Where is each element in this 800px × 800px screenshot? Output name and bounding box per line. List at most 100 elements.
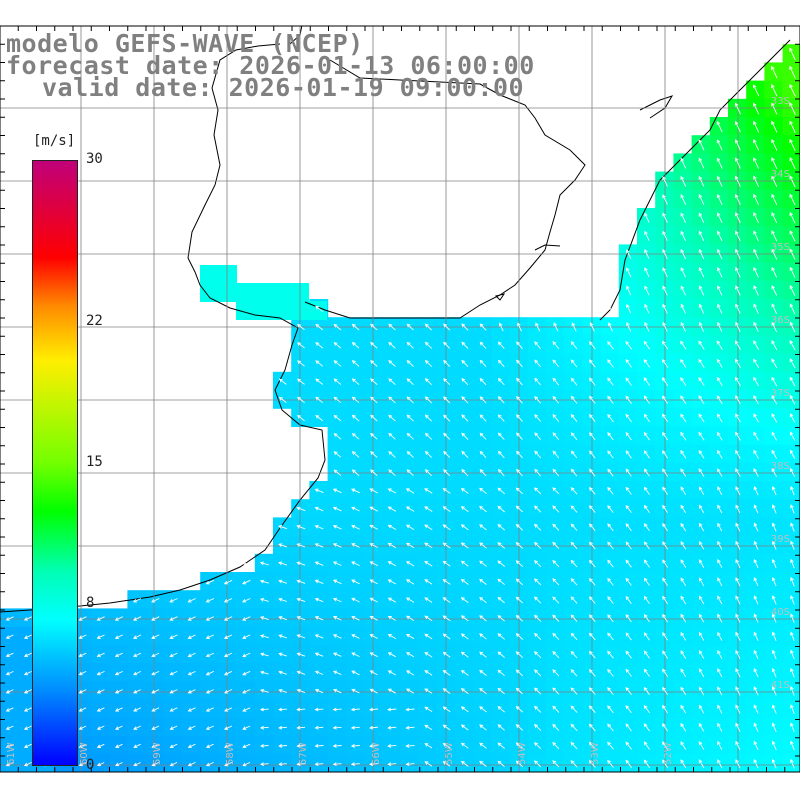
wind-arrow (187, 743, 196, 749)
wind-arrow (315, 396, 324, 404)
wind-arrow (479, 651, 487, 658)
speed-cell (145, 699, 165, 719)
wind-arrow (406, 341, 414, 349)
wind-arrow (5, 634, 14, 639)
wind-arrow (589, 450, 596, 459)
wind-arrow (698, 522, 705, 532)
wind-arrow (680, 194, 687, 205)
wind-arrow (625, 614, 632, 623)
speed-cell (400, 699, 420, 719)
wind-arrow (716, 193, 723, 205)
wind-arrow (552, 669, 560, 677)
wind-arrow (516, 377, 523, 386)
wind-arrow (242, 652, 251, 658)
wind-arrow (442, 506, 451, 512)
speed-cell (782, 390, 800, 409)
wind-arrow (479, 450, 487, 459)
wind-arrow (570, 760, 578, 768)
wind-arrow (735, 704, 741, 714)
speed-cell (0, 681, 19, 700)
wind-arrow (151, 616, 160, 621)
speed-cell (218, 735, 238, 755)
wind-arrow (442, 615, 451, 622)
wind-arrow (406, 451, 414, 458)
wind-arrow (405, 579, 415, 585)
wind-arrow (790, 613, 795, 623)
wind-arrow (753, 139, 760, 151)
wind-arrow (187, 598, 196, 603)
wind-arrow (497, 432, 505, 440)
wind-arrow (552, 450, 560, 459)
wind-arrow (296, 579, 306, 584)
wind-arrow (442, 524, 451, 531)
wind-arrow (369, 725, 379, 730)
wind-arrow (717, 468, 723, 477)
wind-arrow (588, 668, 596, 677)
wind-arrow (680, 504, 687, 514)
wind-arrow (607, 741, 614, 750)
longitude-label: 52W (663, 742, 674, 765)
wind-arrow (570, 687, 578, 695)
wind-arrow (442, 761, 451, 767)
speed-cell (200, 681, 219, 700)
speed-cell (382, 735, 401, 755)
wind-arrow (534, 560, 542, 568)
speed-cell (782, 335, 800, 355)
wind-arrow (662, 486, 668, 495)
wind-arrow (151, 689, 160, 694)
wind-arrow (405, 488, 415, 494)
wind-arrow (680, 486, 687, 496)
wind-arrow (789, 102, 796, 115)
wind-arrow (78, 616, 87, 621)
wind-arrow (133, 725, 141, 730)
longitude-label: 61W (6, 742, 17, 765)
speed-cell (91, 735, 110, 755)
speed-cell (308, 301, 327, 320)
wind-arrow (552, 359, 560, 368)
wind-arrow (735, 686, 741, 696)
speed-cell (309, 735, 329, 755)
speed-cell (782, 135, 800, 154)
wind-arrow (78, 762, 87, 767)
wind-arrow (387, 579, 397, 585)
wind-arrow (753, 212, 760, 224)
wind-arrow (23, 634, 32, 639)
wind-arrow (296, 506, 306, 512)
wind-arrow (753, 285, 759, 296)
wind-arrow (607, 468, 614, 477)
wind-arrow (369, 744, 379, 748)
wind-arrow (771, 540, 777, 550)
wind-arrow (260, 762, 269, 767)
wind-arrow (662, 668, 669, 677)
wind-arrow (497, 742, 505, 749)
wind-arrow (515, 560, 524, 568)
wind-arrow (497, 669, 505, 677)
wind-arrow (789, 285, 796, 296)
wind-arrow (771, 413, 778, 423)
speed-cell (382, 754, 401, 772)
wind-arrow (626, 249, 632, 259)
wind-arrow (133, 743, 141, 749)
wind-arrow (570, 450, 578, 459)
wind-arrow (771, 595, 777, 605)
wind-arrow (497, 450, 505, 459)
wind-arrow (789, 83, 796, 97)
wind-arrow (405, 762, 415, 767)
wind-arrow (461, 323, 469, 331)
wind-arrow (588, 759, 596, 768)
wind-arrow (461, 359, 469, 368)
wind-arrow (698, 486, 705, 496)
speed-cell (218, 283, 237, 302)
wind-arrow (553, 322, 559, 332)
wind-arrow (588, 705, 596, 713)
wind-arrow (461, 396, 469, 404)
wind-arrow (753, 504, 759, 514)
wind-arrow (387, 670, 397, 676)
wind-arrow (461, 378, 469, 386)
wind-arrow (625, 468, 632, 477)
wind-arrow (534, 669, 542, 677)
speed-cell (109, 754, 128, 772)
wind-arrow (515, 742, 524, 749)
speed-cell (200, 572, 219, 591)
wind-arrow (516, 395, 523, 404)
